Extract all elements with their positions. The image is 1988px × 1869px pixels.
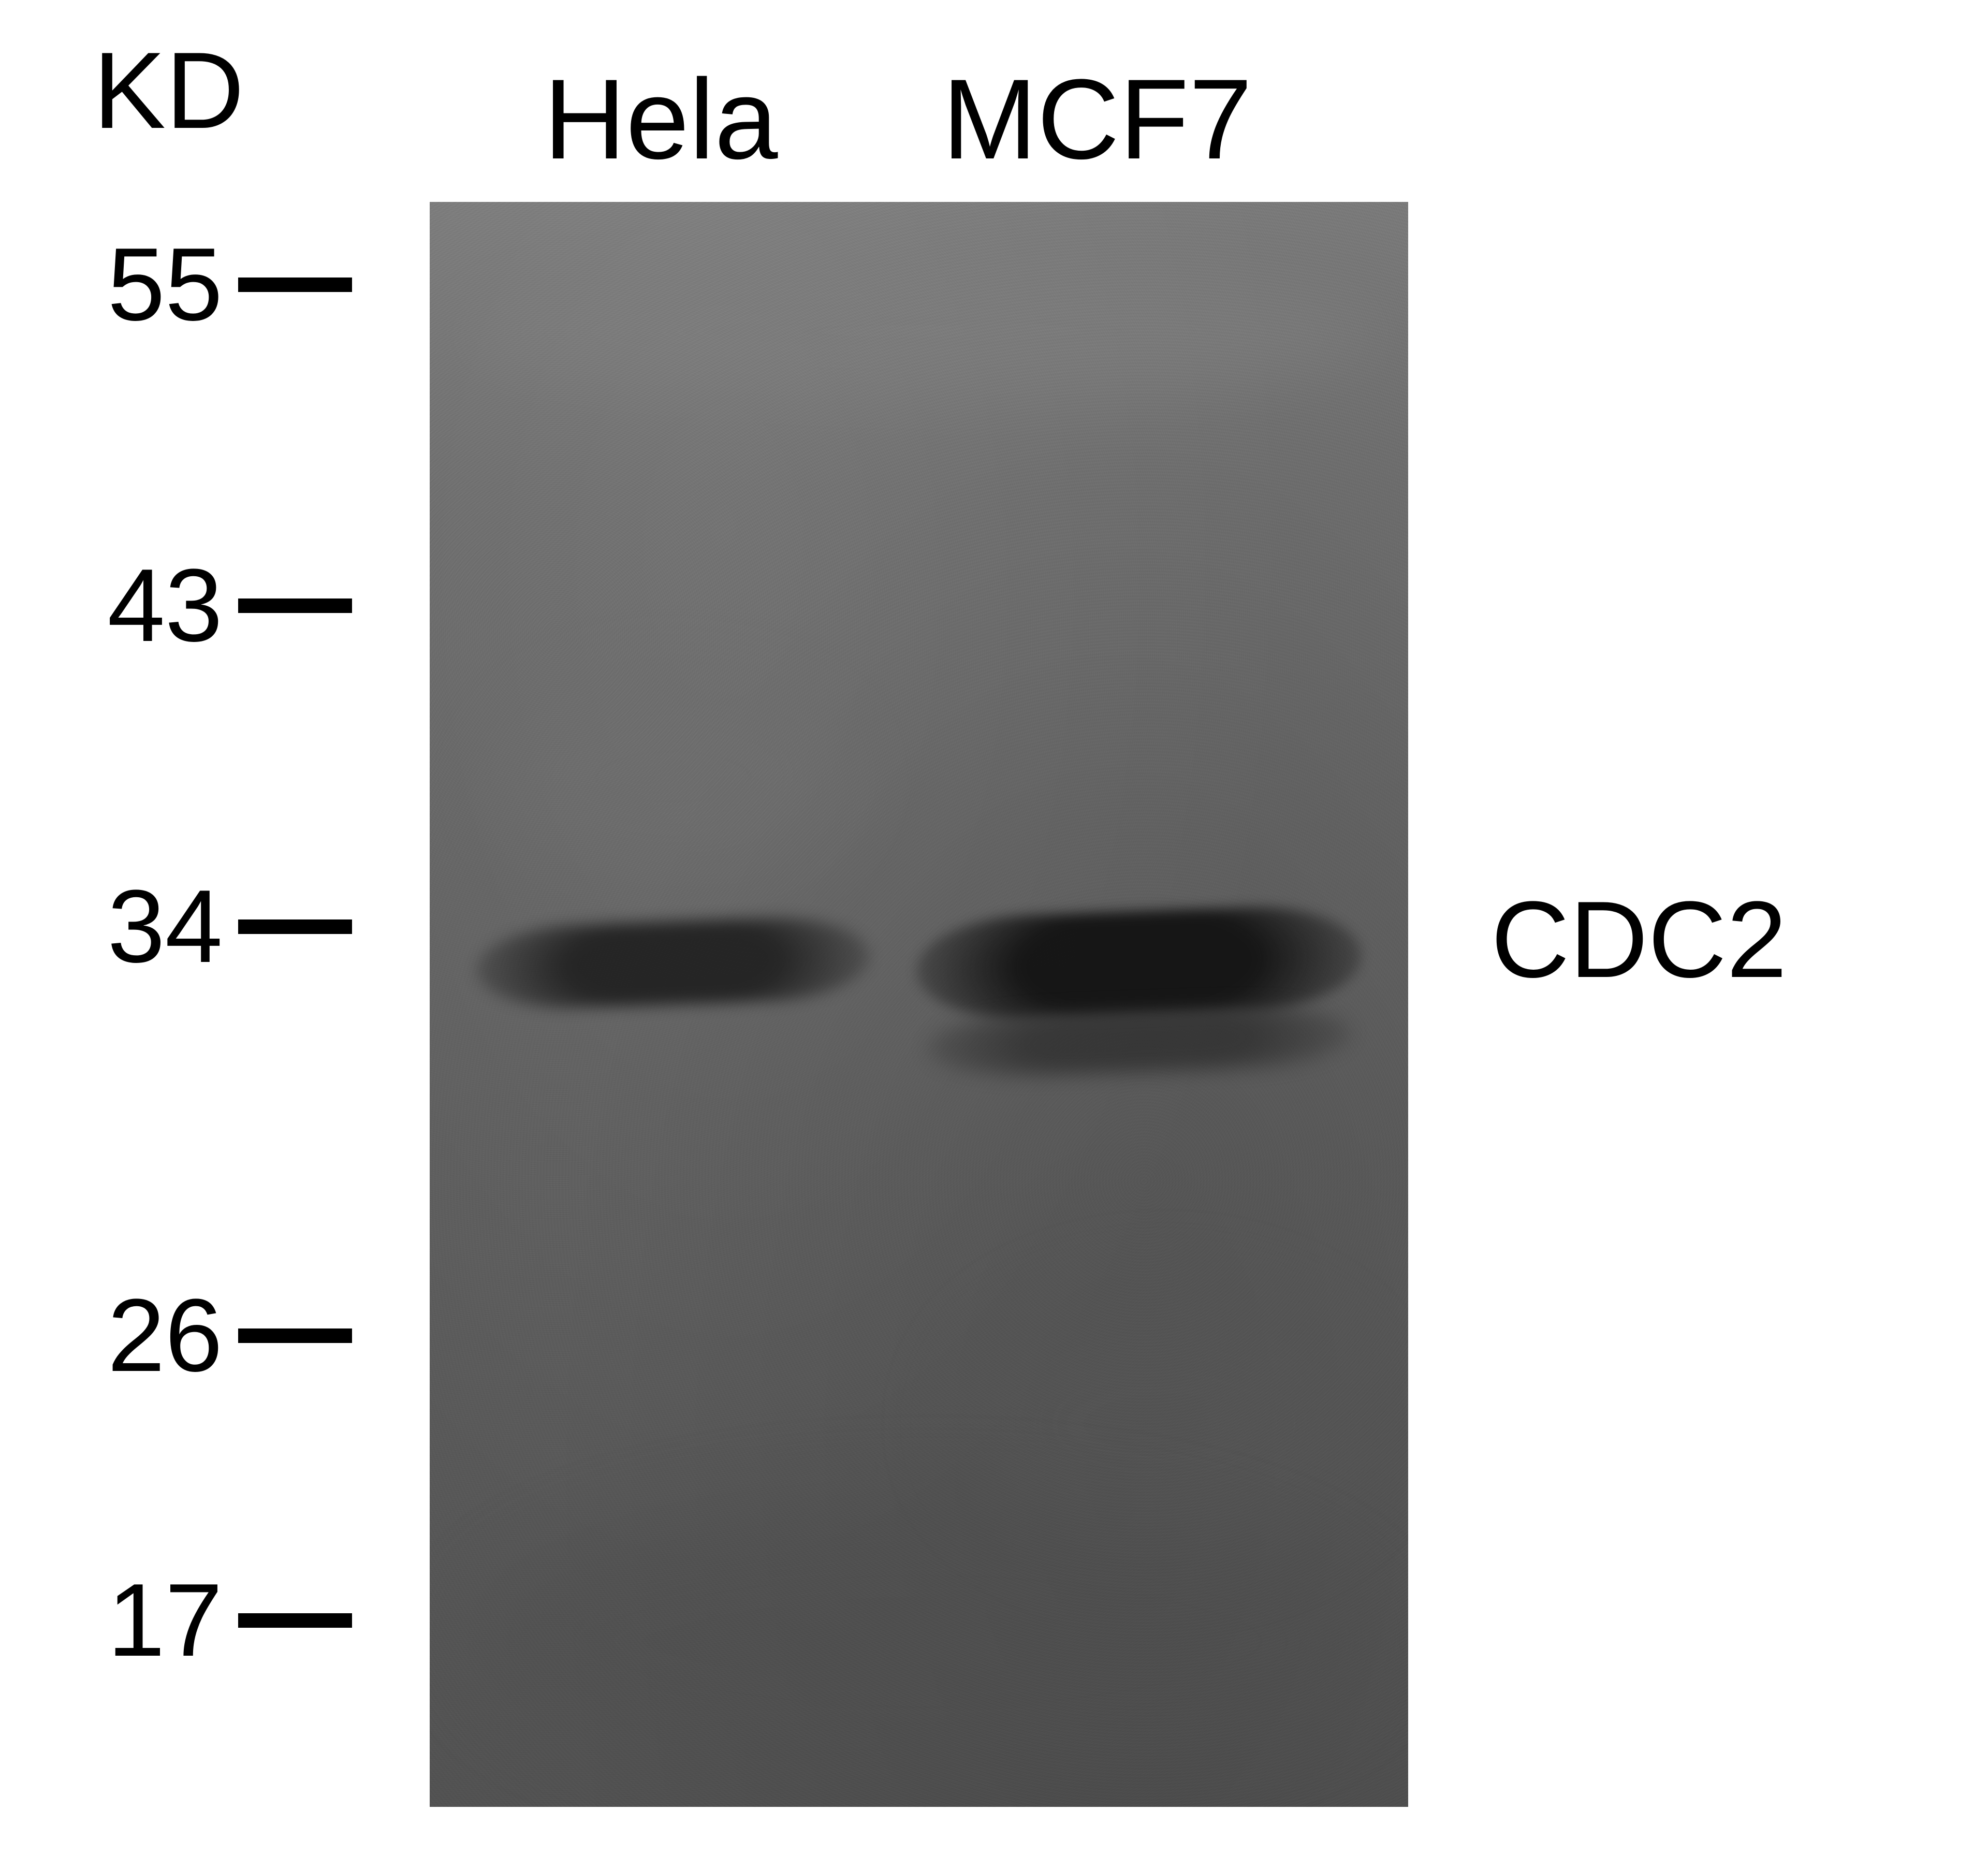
lane-header-hela: Hela: [544, 62, 778, 176]
lane-header-mcf7: MCF7: [942, 62, 1252, 176]
mw-tick-55: 55: [0, 233, 357, 337]
mw-tick-17: 17: [0, 1569, 357, 1672]
mw-tick-dash: [238, 919, 352, 934]
kd-header: KD: [93, 36, 244, 145]
western-blot-figure: KD 55 43 34 26 17 Hela MCF7 CDC2: [0, 0, 1988, 1869]
band-mcf7-cdc2: [916, 903, 1362, 1023]
mw-tick-43: 43: [0, 554, 357, 658]
blot-membrane: [430, 202, 1408, 1807]
mw-tick-label: 34: [0, 875, 223, 979]
mw-tick-dash: [238, 598, 352, 613]
mw-tick-label: 55: [0, 233, 223, 337]
band-label-cdc2: CDC2: [1491, 885, 1787, 994]
mw-tick-dash: [238, 1328, 352, 1343]
mw-tick-dash: [238, 1613, 352, 1628]
mw-tick-34: 34: [0, 875, 357, 979]
mw-tick-label: 17: [0, 1569, 223, 1672]
mw-tick-label: 43: [0, 554, 223, 658]
mw-tick-dash: [238, 278, 352, 292]
mw-tick-label: 26: [0, 1284, 223, 1388]
mw-tick-26: 26: [0, 1284, 357, 1388]
